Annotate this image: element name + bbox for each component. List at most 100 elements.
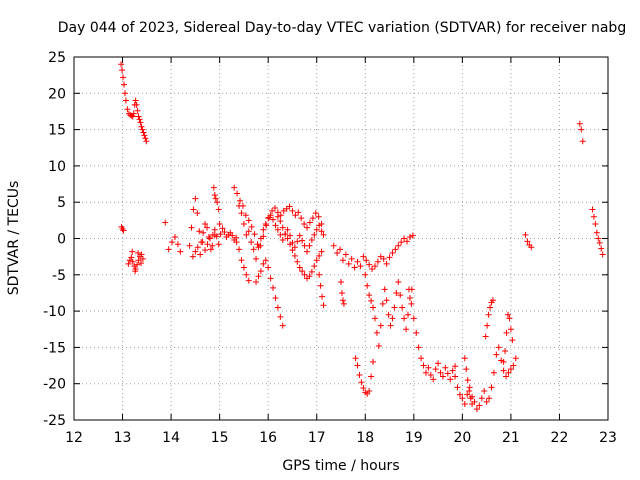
data-point	[294, 258, 301, 265]
data-point	[298, 215, 305, 222]
data-point	[229, 232, 236, 239]
data-point	[188, 224, 195, 231]
data-point	[338, 279, 344, 286]
data-point	[505, 369, 512, 376]
series-arc-20b	[461, 355, 476, 408]
data-point	[120, 74, 127, 81]
data-point	[221, 228, 228, 235]
data-point	[137, 260, 144, 267]
data-point	[295, 209, 302, 216]
y-tick-label: 25	[48, 50, 66, 66]
data-point	[311, 231, 318, 238]
data-point	[277, 218, 284, 225]
data-point	[129, 113, 136, 120]
data-point	[490, 369, 497, 376]
data-point	[360, 253, 367, 260]
data-point	[493, 351, 500, 358]
data-point	[257, 235, 264, 242]
data-point	[243, 231, 250, 238]
data-point	[296, 264, 303, 271]
data-point	[196, 228, 203, 235]
y-tick-label: -10	[43, 304, 66, 320]
data-point	[260, 260, 267, 267]
data-point	[313, 226, 320, 233]
data-point	[291, 252, 298, 259]
data-point	[309, 215, 316, 222]
data-point	[481, 387, 488, 394]
data-point	[398, 239, 405, 246]
data-point	[306, 242, 313, 249]
data-point	[371, 263, 378, 270]
data-point	[200, 229, 207, 236]
data-point	[131, 263, 138, 270]
data-point	[320, 231, 327, 238]
data-point	[251, 231, 258, 238]
data-point	[366, 292, 373, 299]
y-tick-label: 20	[48, 86, 66, 102]
data-point	[142, 135, 149, 142]
data-point	[432, 366, 439, 373]
data-point	[316, 252, 323, 259]
data-point	[137, 119, 144, 126]
series-arc-17b	[330, 232, 416, 272]
data-point	[135, 113, 142, 120]
x-tick-label: 13	[114, 430, 132, 446]
data-point	[215, 241, 222, 248]
x-tick-label: 16	[259, 430, 277, 446]
x-tick-label: 21	[502, 430, 520, 446]
data-point	[377, 322, 384, 329]
data-point	[132, 268, 139, 275]
data-point	[369, 265, 376, 272]
data-point	[389, 315, 396, 322]
data-point	[140, 129, 147, 136]
data-point	[204, 224, 211, 231]
data-point	[211, 231, 218, 238]
data-point	[243, 271, 250, 278]
data-point	[269, 207, 276, 214]
data-point	[294, 238, 301, 245]
data-point	[386, 254, 393, 261]
data-point	[242, 212, 249, 219]
data-point	[507, 326, 514, 333]
data-point	[262, 220, 269, 227]
data-point	[219, 225, 226, 232]
data-point	[461, 401, 468, 408]
data-point	[599, 251, 606, 258]
data-point	[174, 241, 181, 248]
x-tick-label: 19	[405, 430, 423, 446]
data-point	[234, 190, 241, 197]
data-point	[120, 227, 127, 234]
data-point	[509, 337, 516, 344]
data-point	[204, 241, 211, 248]
data-point	[410, 315, 417, 322]
data-point	[467, 395, 474, 402]
data-point	[138, 251, 145, 258]
data-point	[454, 384, 461, 391]
data-point	[413, 329, 420, 336]
data-point	[267, 275, 274, 282]
x-tick-label: 20	[453, 430, 471, 446]
data-point	[277, 212, 284, 219]
data-point	[194, 244, 201, 251]
data-point	[316, 222, 323, 229]
data-point	[506, 315, 513, 322]
data-point	[308, 236, 315, 243]
data-point	[272, 222, 279, 229]
data-point	[210, 184, 217, 191]
data-point	[503, 329, 510, 336]
series-arc-19a	[405, 286, 459, 383]
data-point	[253, 255, 260, 262]
data-point	[299, 268, 306, 275]
data-point	[212, 195, 219, 202]
data-point	[215, 206, 222, 213]
data-point	[260, 226, 267, 233]
data-point	[119, 226, 126, 233]
data-point	[459, 395, 466, 402]
chart-title: Day 044 of 2023, Sidereal Day-to-day VTE…	[58, 20, 626, 36]
data-point	[162, 219, 169, 226]
data-point	[197, 251, 204, 258]
data-point	[487, 304, 494, 311]
data-point	[257, 268, 264, 275]
data-point	[143, 138, 150, 145]
data-point	[245, 277, 252, 284]
